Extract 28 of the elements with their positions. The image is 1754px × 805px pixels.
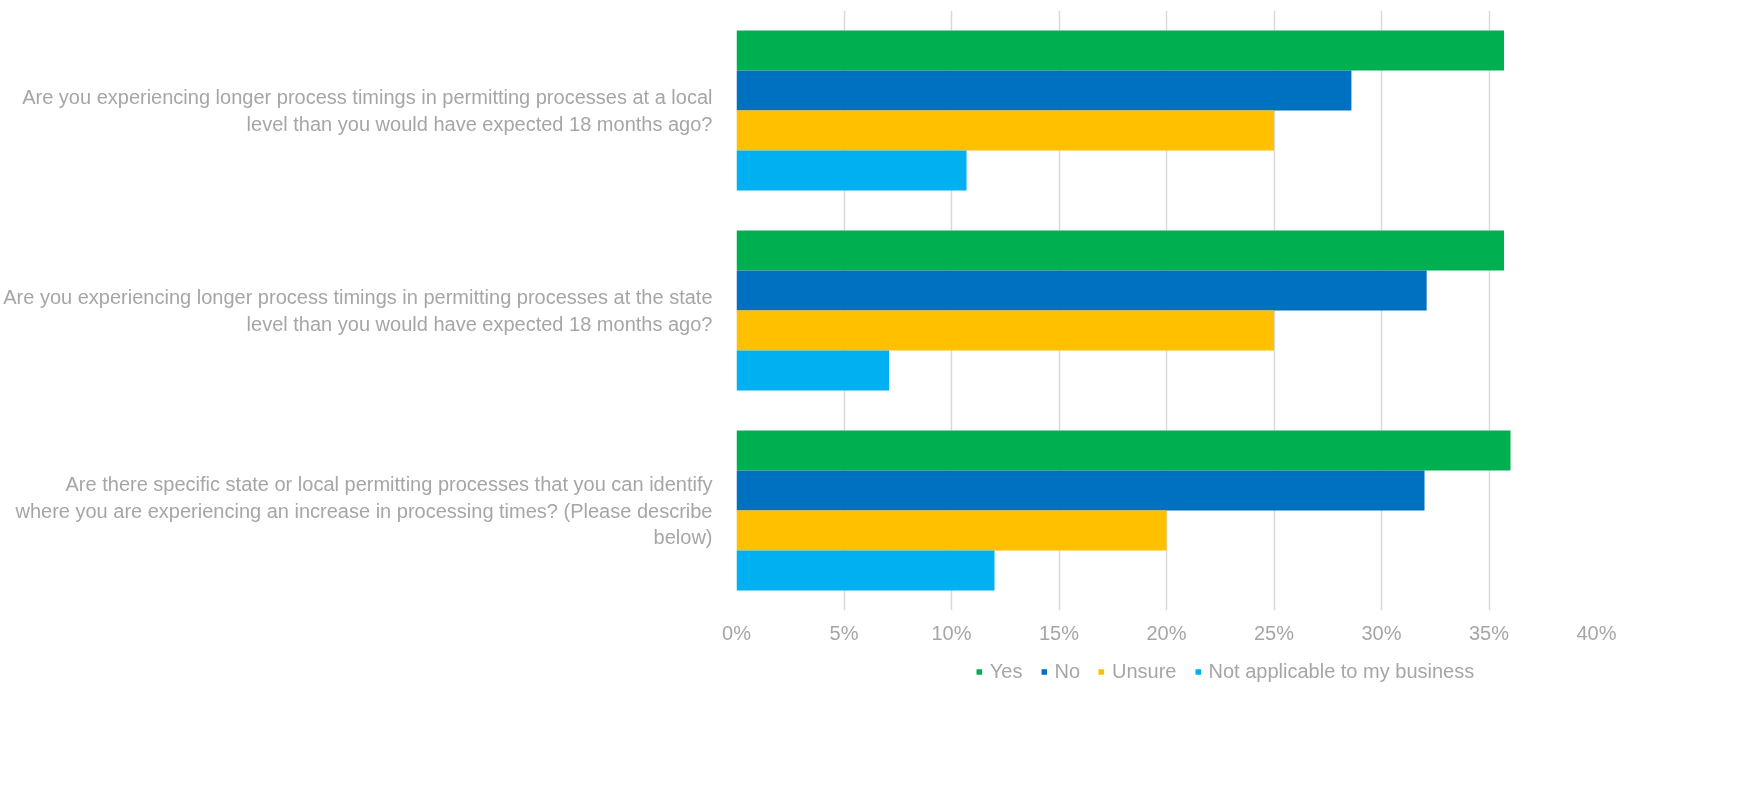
x-tick-label: 35% bbox=[1468, 621, 1510, 644]
x-tick-label: 20% bbox=[1146, 621, 1187, 644]
bar bbox=[736, 550, 995, 591]
bar bbox=[736, 310, 1274, 351]
y-tick-label: Are you experiencing longer process timings in permitting processes at a local level than you would have expected 18 months ago? bbox=[22, 86, 713, 135]
bar bbox=[736, 510, 1167, 551]
x-tick-label: 30% bbox=[1361, 621, 1402, 644]
x-tick-label: 0% bbox=[722, 621, 752, 644]
bar bbox=[736, 110, 1274, 151]
y-tick-label: Are there specific state or local permitting processes that you can identify where you are experiencing an increase in processing times? (Please describe below) bbox=[14, 473, 713, 548]
bar bbox=[736, 430, 1511, 471]
legend-label: Yes bbox=[989, 659, 1023, 683]
legend-label: Not applicable to my business bbox=[1208, 659, 1475, 683]
x-tick-label: 25% bbox=[1253, 621, 1295, 644]
legend-label: Unsure bbox=[1112, 659, 1177, 683]
x-tick-label: 40% bbox=[1576, 621, 1617, 644]
bar bbox=[736, 150, 967, 191]
x-tick-label: 5% bbox=[829, 621, 859, 644]
x-tick-label: 15% bbox=[1038, 621, 1080, 644]
y-tick-label: Are you experiencing longer process timings in permitting processes at the state level than you would have expected 18 months ago? bbox=[3, 286, 713, 335]
bar bbox=[736, 70, 1352, 111]
bar bbox=[736, 30, 1505, 71]
bar bbox=[736, 230, 1505, 271]
bar bbox=[736, 350, 890, 391]
x-tick-label: 10% bbox=[931, 621, 972, 644]
bar bbox=[736, 470, 1425, 511]
legend-label: No bbox=[1054, 659, 1081, 683]
bar bbox=[736, 270, 1427, 311]
